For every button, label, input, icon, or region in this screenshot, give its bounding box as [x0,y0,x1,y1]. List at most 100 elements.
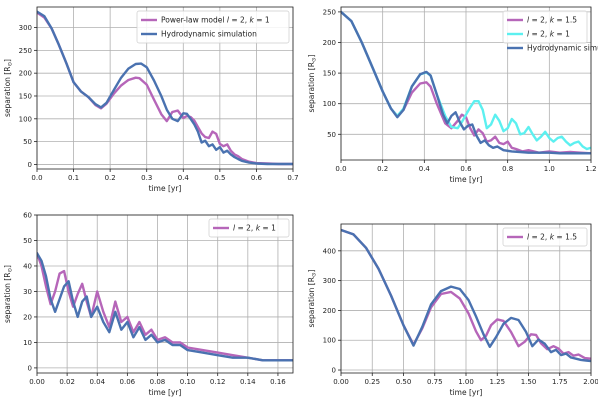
legend-text: = 2, [229,16,250,25]
x-axis-label: time [yr] [450,388,483,397]
y-axis-label-sun-symbol: ⊙ [8,268,14,273]
x-tick-label: 1.25 [489,378,505,386]
y-tick-label: 300 [19,24,32,32]
x-tick-label: 0.08 [150,378,166,386]
y-tick-label: 250 [19,47,32,55]
legend-entry: Hydrodynamic simulation [527,44,598,53]
legend-text: = 1 [554,30,570,39]
x-axis-label: time [yr] [450,175,483,184]
x-tick-label: 0.04 [89,378,105,386]
y-axis-label-bracket: ] [3,59,12,62]
series-line-2 [341,228,591,363]
legend-text: = 2, [529,16,550,25]
legend: l = 2, k = 1 [208,218,290,238]
legend-text: = 1 [254,16,270,25]
x-tick-label: 0.02 [59,378,75,386]
x-tick-label: 0.2 [105,174,116,182]
y-axis-label-bracket: ] [3,265,12,268]
legend-text: = 2, [529,233,550,242]
y-axis-label: separation [R⊙] [307,54,318,112]
y-tick-label: 0 [28,364,32,372]
y-tick-label: 60 [23,212,32,220]
y-tick-label: 50 [23,138,32,146]
legend-symbol-l: l [527,16,530,25]
x-tick-label: 1.75 [552,378,568,386]
y-tick-label: 150 [323,70,336,78]
y-tick-label: 200 [19,70,32,78]
legend-symbol-k: k [550,233,555,242]
legend-text: = 1 [260,224,276,233]
y-axis-label-text: separation [R [3,273,12,323]
legend-symbol-k: k [256,224,261,233]
panel-3: 0.00 0.02 0.04 0.06 0.08 0.10 0.12 0.14 0.16 0 10 2… [3,212,294,397]
panel-4: 0.00 0.25 0.50 0.75 1.00 1.25 1.50 1.75 2.00 0 100… [307,223,598,397]
series-line-2 [37,252,293,362]
legend-entry: l = 2, k = 1.5 [527,16,577,25]
panel-1: 0.0 0.1 0.2 0.3 0.4 0.5 0.6 0.7 0 50 100 150 200 250 3… [3,6,299,193]
x-tick-label: 0.14 [240,378,256,386]
legend-symbol-l: l [527,30,530,39]
legend-entry: l = 2, k = 1 [233,224,276,233]
legend-symbol-l: l [233,224,236,233]
y-axis-label-text: separation [R [3,67,12,117]
y-axis-label-bracket: ] [307,54,316,57]
y-axis-label: separation [R⊙] [3,265,14,323]
x-tick-label: 0.00 [29,378,45,386]
y-tick-label: 250 [323,8,336,16]
y-axis-label: separation [R⊙] [307,269,318,327]
legend-box [136,10,290,44]
legend-text: Power-law model [161,16,227,25]
y-tick-label: 10 [23,339,32,347]
legend-entry: l = 2, k = 1.5 [527,233,577,242]
x-tick-label: 1.50 [521,378,537,386]
y-tick-label: 0 [332,367,336,375]
y-tick-label: 30 [23,288,32,296]
x-tick-label: 0.2 [377,165,388,173]
x-tick-label: 0.50 [396,378,412,386]
y-tick-label: 40 [23,262,32,270]
x-tick-label: 0.6 [460,165,472,173]
legend-symbol-k: k [550,30,555,39]
x-tick-label: 0.25 [364,378,380,386]
x-tick-label: 0.10 [180,378,196,386]
legend-text: = 2, [529,30,550,39]
x-tick-label: 0.00 [333,378,349,386]
x-tick-label: 1.0 [544,165,555,173]
x-tick-label: 0.16 [270,378,286,386]
plot-frame [36,6,294,170]
legend-symbol-l: l [527,233,530,242]
legend-box [502,227,588,247]
y-tick-label: 50 [327,131,336,139]
legend-symbol-k: k [250,16,255,25]
y-tick-label: 200 [323,307,336,315]
x-tick-label: 0.6 [251,174,263,182]
x-tick-label: 0.75 [427,378,443,386]
x-tick-label: 0.5 [214,174,225,182]
x-axis-label: time [yr] [149,388,182,397]
y-tick-label: 300 [323,277,336,285]
x-tick-label: 0.4 [419,165,431,173]
legend: Power-law model l = 2, k = 1 Hydrodynamic… [136,10,290,44]
legend-entry: l = 2, k = 1 [527,30,570,39]
y-tick-label: 0 [28,161,32,169]
legend-text: = 1.5 [554,16,577,25]
legend-box [502,10,588,44]
y-tick-label: 20 [23,313,32,321]
y-tick-label: 100 [19,115,32,123]
x-tick-label: 1.2 [585,165,596,173]
x-tick-label: 2.00 [583,378,598,386]
legend-box [208,218,290,238]
y-axis-label-text: separation [R [307,62,316,112]
x-tick-label: 0.8 [502,165,513,173]
x-tick-label: 0.06 [120,378,136,386]
y-tick-label: 100 [323,100,336,108]
legend-entry: Hydrodynamic simulation [161,30,257,39]
x-tick-label: 0.3 [141,174,152,182]
series-line-3 [341,10,591,155]
plot-frame [36,214,294,374]
legend: l = 2, k = 1.5 [502,227,588,247]
y-axis-label-sun-symbol: ⊙ [312,272,318,277]
y-axis-label-bracket: ] [307,269,316,272]
legend-symbol-k: k [550,16,555,25]
